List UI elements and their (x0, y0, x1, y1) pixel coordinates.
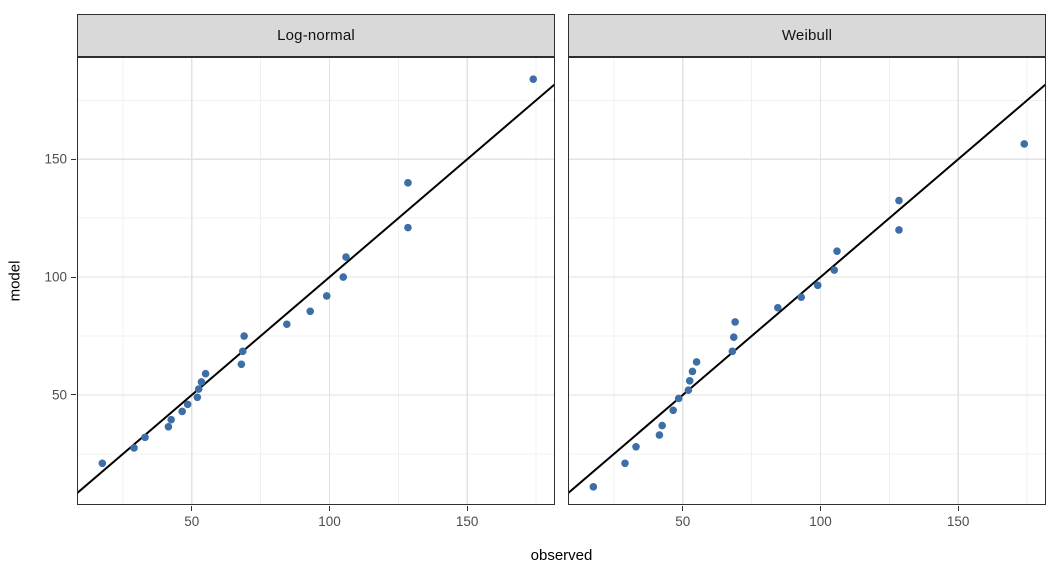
data-point (692, 358, 701, 366)
data-point (621, 459, 629, 468)
data-point (813, 281, 822, 290)
data-point (283, 320, 291, 329)
x-axis-tick-label: 150 (946, 514, 970, 529)
data-point (729, 333, 738, 342)
facet-strip-label: Log-normal (277, 27, 355, 44)
data-point (342, 253, 350, 261)
panel-log-normal (77, 57, 555, 505)
y-axis-tick-label: 150 (44, 151, 67, 167)
data-point (655, 431, 664, 439)
data-point (164, 422, 173, 431)
x-axis-tick-mark (682, 506, 684, 511)
data-point (685, 377, 694, 385)
data-point (404, 179, 412, 187)
x-axis-tick-label: 150 (455, 514, 479, 529)
identity-reference-line (568, 83, 1046, 494)
data-point (178, 407, 186, 416)
data-point (404, 223, 412, 232)
data-point (201, 369, 210, 378)
y-axis-tick-label: 50 (51, 387, 67, 403)
data-point (339, 273, 348, 281)
x-axis-tick-label: 50 (184, 514, 200, 529)
data-point (237, 360, 246, 369)
data-point (688, 367, 697, 376)
x-axis-tick-label: 50 (675, 514, 691, 529)
y-axis-tick-label: 100 (44, 269, 67, 285)
data-point (306, 307, 315, 316)
x-axis-tick-label: 100 (809, 514, 832, 529)
data-point (830, 266, 839, 274)
data-point (658, 421, 666, 430)
x-axis-tick-mark (819, 506, 821, 511)
data-point (833, 247, 841, 255)
data-point (728, 347, 737, 356)
data-point (167, 415, 175, 424)
y-axis-tick-mark (71, 276, 76, 278)
data-point (669, 406, 677, 415)
data-point (322, 292, 331, 300)
x-axis-tick-mark (957, 506, 959, 511)
data-point (194, 385, 203, 393)
x-axis-title: observed (530, 547, 593, 564)
y-axis-tick-mark (71, 158, 76, 160)
data-point (731, 318, 739, 326)
facet-strip-label: Weibull (781, 27, 833, 44)
data-point (895, 196, 903, 205)
data-point (193, 393, 202, 402)
data-point (632, 442, 640, 451)
panel-weibull (568, 57, 1046, 505)
data-point (141, 433, 149, 442)
data-point (529, 75, 538, 83)
facet-strip-log-normal: Log-normal (77, 14, 555, 57)
x-axis-tick-mark (191, 506, 193, 511)
x-axis-tick-label: 100 (318, 514, 341, 529)
data-point (183, 400, 192, 409)
x-axis-tick-mark (466, 506, 468, 511)
y-axis-tick-mark (71, 394, 76, 396)
data-point (1020, 140, 1029, 148)
data-point (895, 226, 903, 234)
data-point (98, 459, 107, 468)
facet-strip-weibull: Weibull (568, 14, 1046, 57)
data-point (130, 444, 138, 452)
data-point (197, 378, 206, 386)
data-point (797, 293, 806, 301)
data-point (774, 303, 782, 312)
y-axis-title: model (6, 260, 24, 302)
x-axis-tick-mark (328, 506, 330, 511)
identity-reference-line (77, 83, 555, 494)
data-point (240, 332, 248, 340)
data-point (684, 386, 693, 395)
data-point (674, 394, 683, 403)
data-point (238, 347, 247, 356)
data-point (589, 483, 598, 491)
